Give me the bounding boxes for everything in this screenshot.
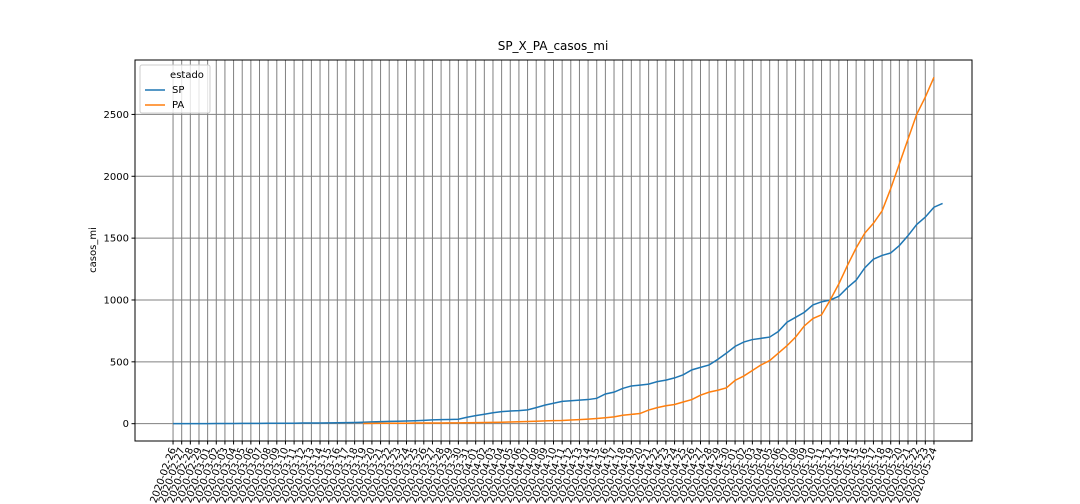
line <box>173 202 943 425</box>
legend-title: estado <box>170 70 204 81</box>
y-tick-label: 1000 <box>104 295 129 306</box>
legend-box <box>139 64 211 114</box>
y-tick-label: 2000 <box>104 172 129 183</box>
y-tick-label: 2500 <box>104 110 129 121</box>
line <box>363 77 935 425</box>
y-axis-label: casos_mi <box>88 227 99 273</box>
y-tick-label: 0 <box>123 419 129 430</box>
plot-frame <box>134 59 973 442</box>
y-tick-label: 1500 <box>104 234 129 245</box>
y-tick-label: 500 <box>110 357 129 368</box>
legend-label: SP <box>172 85 184 96</box>
chart-title: SP_X_PA_casos_mi <box>498 39 609 53</box>
legend-label: PA <box>172 100 184 111</box>
